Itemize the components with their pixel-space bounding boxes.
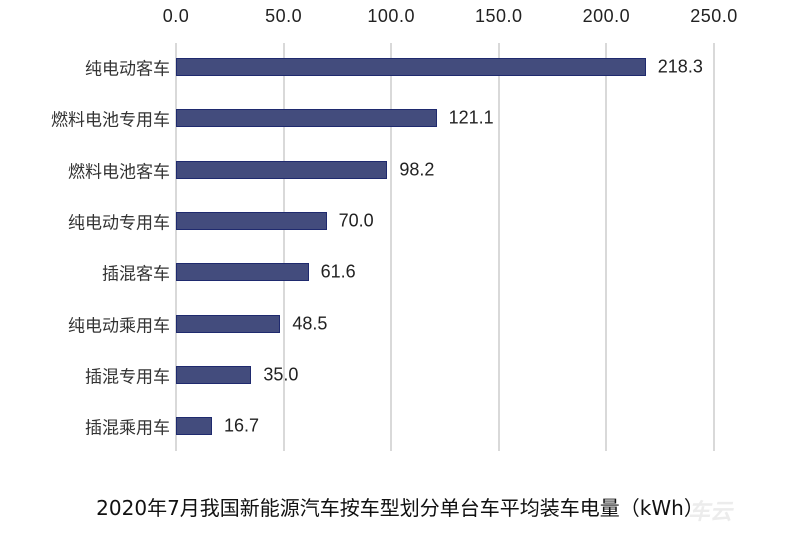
gridline: [282, 43, 285, 451]
category-label: 燃料电池专用车: [51, 110, 170, 131]
value-label: 98.2: [399, 159, 435, 180]
x-tick-label: 100.0: [367, 6, 415, 26]
bar: [176, 58, 646, 76]
gridline: [390, 43, 393, 451]
bar: [176, 109, 437, 128]
bar: [176, 160, 388, 179]
value-label: 61.6: [320, 261, 356, 282]
category-label: 纯电动乘用车: [68, 316, 170, 336]
value-label: 16.7: [223, 415, 259, 436]
category-label: 插混客车: [102, 264, 170, 285]
x-tick-label: 250.0: [690, 6, 738, 26]
x-tick-label: 150.0: [475, 6, 523, 26]
category-label: 插混专用车: [85, 367, 170, 388]
gridline: [713, 43, 715, 451]
value-label: 121.1: [448, 107, 494, 128]
bar: [176, 211, 327, 230]
category-label: 纯电动客车: [85, 59, 170, 80]
bar: [176, 365, 252, 384]
category-label: 插混乘用车: [85, 418, 170, 439]
value-label: 48.5: [292, 313, 328, 333]
bar: [176, 314, 281, 333]
gridline: [175, 43, 177, 451]
gridline: [497, 43, 500, 451]
chart-title: 2020年7月我国新能源汽车按车型划分单台车平均装车电量（kWh）: [96, 496, 704, 520]
category-label: 纯电动专用车: [68, 213, 170, 234]
value-label: 35.0: [263, 364, 299, 385]
value-label: 70.0: [338, 210, 374, 231]
x-tick-label: 200.0: [582, 6, 631, 26]
bar: [176, 263, 309, 282]
value-label: 218.3: [657, 56, 703, 77]
x-tick-label: 0.0: [162, 6, 190, 26]
category-label: 燃料电池客车: [68, 162, 170, 183]
x-tick-label: 50.0: [265, 6, 303, 26]
watermark-logo: 车云: [688, 499, 733, 524]
gridline: [605, 43, 608, 451]
bar: [176, 417, 212, 436]
